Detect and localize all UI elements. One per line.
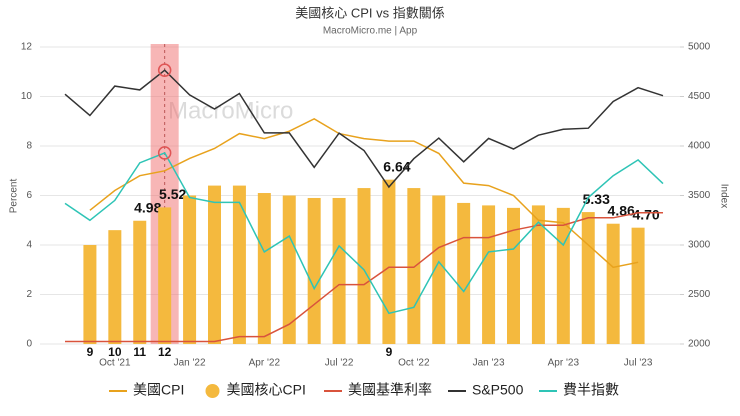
- bar: [183, 195, 197, 344]
- chart-title: 美國核心 CPI vs 指數關係: [295, 5, 445, 20]
- y2-tick-label: 5000: [688, 42, 711, 53]
- y2-tick-label: 4500: [688, 91, 711, 102]
- bar: [581, 212, 595, 344]
- month-mark: 10: [108, 345, 122, 359]
- y-tick-label: 0: [26, 339, 32, 350]
- y-tick-label: 4: [26, 240, 32, 251]
- highlight-marker: [157, 146, 172, 160]
- bar: [507, 207, 520, 344]
- watermark: MacroMicro: [168, 97, 293, 124]
- y-tick-label: 10: [21, 91, 33, 102]
- bar: [432, 195, 446, 344]
- bar: [307, 197, 321, 344]
- y-axis-label: Percent: [9, 179, 20, 214]
- chart-subtitle: MacroMicro.me | App: [323, 26, 418, 37]
- bar: [208, 185, 221, 344]
- bar: [232, 185, 246, 344]
- x-tick-label: Apr '23: [548, 358, 580, 369]
- bar: [556, 207, 570, 344]
- x-tick-label: Jul '22: [325, 358, 354, 369]
- legend-item[interactable]: S&P500: [448, 382, 524, 398]
- x-tick-label: Jul '23: [624, 358, 653, 369]
- x-tick-label: Jan '23: [473, 358, 505, 369]
- bar: [531, 205, 545, 344]
- y-tick-label: 6: [26, 190, 32, 201]
- y-tick-label: 2: [26, 289, 32, 300]
- bar: [282, 195, 296, 344]
- y2-tick-label: 3000: [688, 240, 711, 251]
- x-tick-label: Apr '22: [249, 358, 281, 369]
- x-tick-label: Jan '22: [174, 358, 206, 369]
- line-series: [64, 69, 664, 189]
- bar: [382, 179, 396, 344]
- bar: [407, 188, 421, 344]
- value-label: 4.70: [632, 206, 659, 222]
- bar: [133, 220, 147, 344]
- y2-tick-label: 3500: [688, 190, 711, 201]
- y-tick-label: 12: [21, 42, 33, 53]
- line-series: [64, 151, 664, 315]
- y-tick-label: 8: [26, 141, 32, 152]
- legend-item[interactable]: 美國CPI: [109, 382, 184, 398]
- line-series: [65, 212, 663, 343]
- legend-label[interactable]: S&P500: [472, 382, 524, 398]
- legend-label[interactable]: 美國基準利率: [348, 382, 432, 398]
- bar: [457, 202, 471, 344]
- value-label: 5.52: [159, 186, 186, 202]
- x-tick-label: Oct '21: [99, 358, 131, 369]
- legend-item[interactable]: 費半指數: [539, 382, 619, 398]
- bar: [357, 188, 371, 344]
- bar: [606, 223, 620, 344]
- line-series: [89, 117, 639, 269]
- bar: [257, 193, 271, 344]
- bar: [83, 245, 97, 344]
- bar: [108, 230, 122, 344]
- month-mark: 12: [158, 345, 172, 359]
- highlight-marker: [157, 63, 172, 77]
- x-tick-label: Oct '22: [398, 358, 430, 369]
- bar: [482, 205, 496, 344]
- plot: 4.985.526.645.334.864.70: [64, 63, 664, 344]
- value-label: 4.98: [134, 199, 161, 215]
- legend-label[interactable]: 美國核心CPI: [227, 382, 306, 398]
- bar: [158, 207, 172, 344]
- y2-tick-label: 2000: [688, 339, 711, 350]
- legend-item[interactable]: 美國核心CPI: [205, 382, 306, 398]
- month-mark: 9: [87, 345, 94, 359]
- legend-item[interactable]: 美國基準利率: [324, 382, 432, 398]
- y2-tick-label: 4000: [688, 141, 711, 152]
- legend-swatch[interactable]: [205, 384, 220, 398]
- month-mark: 11: [133, 345, 146, 359]
- month-mark: 9: [386, 345, 393, 359]
- y2-tick-label: 2500: [688, 289, 711, 300]
- bar: [332, 197, 346, 344]
- bar: [631, 227, 645, 344]
- legend-label[interactable]: 美國CPI: [133, 382, 184, 398]
- legend-label[interactable]: 費半指數: [563, 382, 619, 398]
- y2-axis-label: Index: [718, 184, 729, 208]
- value-label: 5.33: [583, 191, 610, 207]
